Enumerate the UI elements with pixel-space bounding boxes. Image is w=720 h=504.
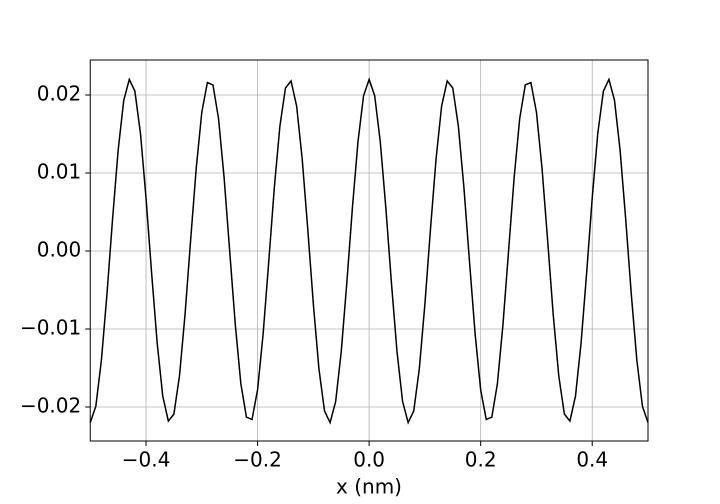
x-tick-label: 0.0 bbox=[353, 448, 385, 472]
y-tick-label: 0.00 bbox=[37, 238, 82, 262]
y-tick-label: −0.02 bbox=[20, 393, 81, 417]
plot-frame bbox=[89, 59, 649, 442]
y-tick-label: 0.02 bbox=[37, 82, 82, 106]
x-tick-label: 0.2 bbox=[465, 448, 497, 472]
x-tick-label: 0.4 bbox=[576, 448, 608, 472]
x-tick-label: −0.4 bbox=[122, 448, 171, 472]
y-tick-label: −0.01 bbox=[20, 316, 81, 340]
x-axis-label: x (nm) bbox=[336, 475, 402, 499]
x-tick-label: −0.2 bbox=[233, 448, 282, 472]
data-line bbox=[89, 77, 649, 425]
y-tick-label: 0.01 bbox=[37, 160, 82, 184]
